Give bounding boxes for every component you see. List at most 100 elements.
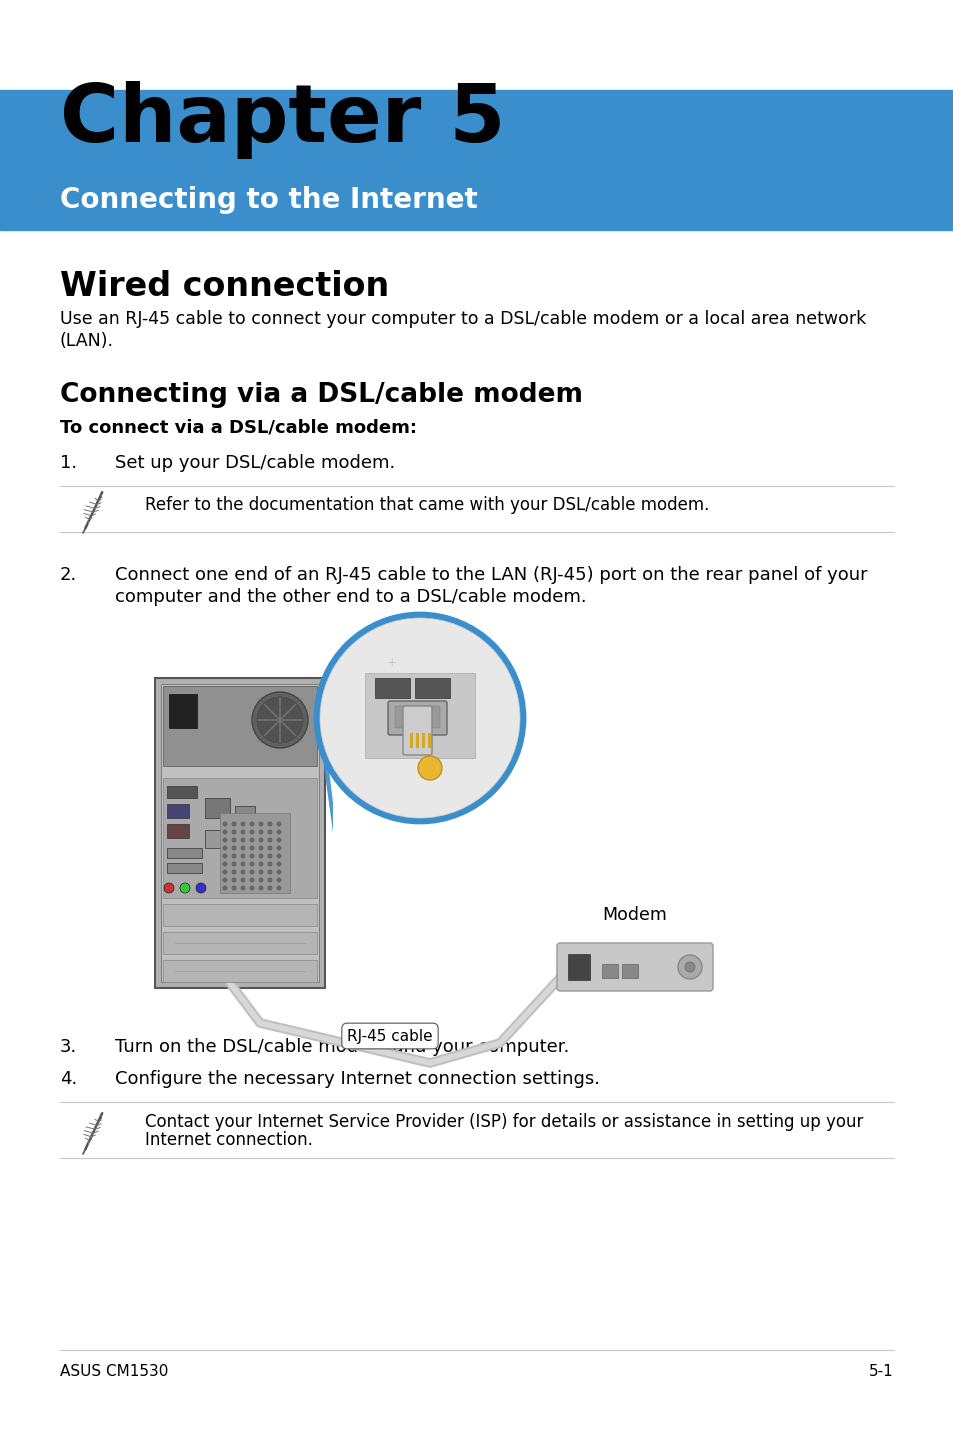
Circle shape	[258, 886, 263, 890]
Bar	[365, 673, 475, 758]
Circle shape	[240, 846, 245, 850]
Bar	[220, 812, 290, 893]
Circle shape	[250, 837, 254, 843]
Text: Refer to the documentation that came with your DSL/cable modem.: Refer to the documentation that came wit…	[145, 496, 709, 513]
Circle shape	[258, 846, 263, 850]
FancyBboxPatch shape	[557, 943, 712, 991]
Circle shape	[232, 830, 236, 834]
Circle shape	[276, 837, 281, 843]
Bar	[167, 787, 196, 798]
Bar	[205, 798, 230, 818]
Text: 2.: 2.	[60, 567, 77, 584]
FancyBboxPatch shape	[402, 706, 432, 755]
Circle shape	[240, 886, 245, 890]
Text: Internet connection.: Internet connection.	[145, 1132, 313, 1149]
Text: 1.: 1.	[60, 454, 77, 472]
Circle shape	[267, 854, 273, 858]
Text: To connect via a DSL/cable modem:: To connect via a DSL/cable modem:	[60, 418, 416, 436]
Circle shape	[240, 877, 245, 883]
Text: Connect one end of an RJ-45 cable to the LAN (RJ-45) port on the rear panel of y: Connect one end of an RJ-45 cable to the…	[115, 567, 866, 584]
Circle shape	[222, 854, 227, 858]
Circle shape	[276, 830, 281, 834]
Circle shape	[240, 854, 245, 858]
Circle shape	[684, 962, 695, 972]
Circle shape	[276, 854, 281, 858]
Circle shape	[276, 877, 281, 883]
Circle shape	[250, 870, 254, 874]
Bar	[421, 733, 424, 748]
Text: Use an RJ-45 cable to connect your computer to a DSL/cable modem or a local area: Use an RJ-45 cable to connect your compu…	[60, 311, 865, 328]
Text: Configure the necessary Internet connection settings.: Configure the necessary Internet connect…	[115, 1070, 599, 1089]
Text: computer and the other end to a DSL/cable modem.: computer and the other end to a DSL/cabl…	[115, 588, 586, 605]
FancyBboxPatch shape	[154, 677, 325, 988]
Circle shape	[250, 854, 254, 858]
Circle shape	[195, 883, 206, 893]
Circle shape	[276, 861, 281, 867]
Text: Chapter 5: Chapter 5	[60, 81, 505, 160]
Bar	[167, 804, 189, 818]
Bar	[167, 848, 202, 858]
Circle shape	[232, 854, 236, 858]
Circle shape	[232, 837, 236, 843]
Text: Connecting to the Internet: Connecting to the Internet	[60, 186, 477, 214]
Circle shape	[222, 846, 227, 850]
Bar	[428, 733, 431, 748]
Circle shape	[240, 837, 245, 843]
Text: ASUS CM1530: ASUS CM1530	[60, 1365, 168, 1379]
Circle shape	[276, 846, 281, 850]
Bar	[169, 695, 196, 728]
Text: 3.: 3.	[60, 1038, 77, 1055]
Bar	[410, 733, 413, 748]
Circle shape	[240, 830, 245, 834]
Bar	[0, 91, 953, 230]
Bar	[161, 684, 318, 982]
Circle shape	[222, 861, 227, 867]
Text: 4.: 4.	[60, 1070, 77, 1089]
Bar	[375, 677, 410, 697]
Bar	[415, 677, 450, 697]
Circle shape	[258, 830, 263, 834]
Circle shape	[252, 692, 308, 748]
Circle shape	[267, 846, 273, 850]
Circle shape	[232, 877, 236, 883]
Text: Connecting via a DSL/cable modem: Connecting via a DSL/cable modem	[60, 383, 582, 408]
Circle shape	[250, 830, 254, 834]
Text: Modem: Modem	[602, 906, 667, 925]
Circle shape	[258, 854, 263, 858]
Circle shape	[267, 821, 273, 827]
Circle shape	[232, 821, 236, 827]
Circle shape	[258, 861, 263, 867]
Bar	[601, 963, 618, 978]
Circle shape	[276, 870, 281, 874]
Text: Set up your DSL/cable modem.: Set up your DSL/cable modem.	[115, 454, 395, 472]
Bar	[567, 953, 589, 981]
Circle shape	[232, 870, 236, 874]
Circle shape	[256, 697, 303, 743]
Circle shape	[314, 613, 524, 823]
Polygon shape	[319, 697, 333, 833]
Circle shape	[319, 618, 519, 818]
Circle shape	[232, 846, 236, 850]
Bar	[163, 778, 316, 897]
Text: +: +	[386, 657, 396, 670]
Text: Contact your Internet Service Provider (ISP) for details or assistance in settin: Contact your Internet Service Provider (…	[145, 1113, 862, 1132]
Text: 5-1: 5-1	[868, 1365, 893, 1379]
Circle shape	[250, 846, 254, 850]
Circle shape	[267, 837, 273, 843]
Circle shape	[250, 821, 254, 827]
Circle shape	[276, 886, 281, 890]
Text: RJ-45 cable: RJ-45 cable	[347, 1028, 433, 1044]
Circle shape	[258, 837, 263, 843]
Circle shape	[267, 886, 273, 890]
Bar	[234, 807, 254, 818]
Circle shape	[267, 861, 273, 867]
Circle shape	[267, 877, 273, 883]
Circle shape	[222, 821, 227, 827]
Bar	[0, 0, 953, 91]
Circle shape	[678, 955, 701, 979]
Circle shape	[250, 877, 254, 883]
FancyBboxPatch shape	[388, 700, 447, 735]
Circle shape	[222, 837, 227, 843]
Circle shape	[267, 870, 273, 874]
Bar	[163, 905, 316, 926]
